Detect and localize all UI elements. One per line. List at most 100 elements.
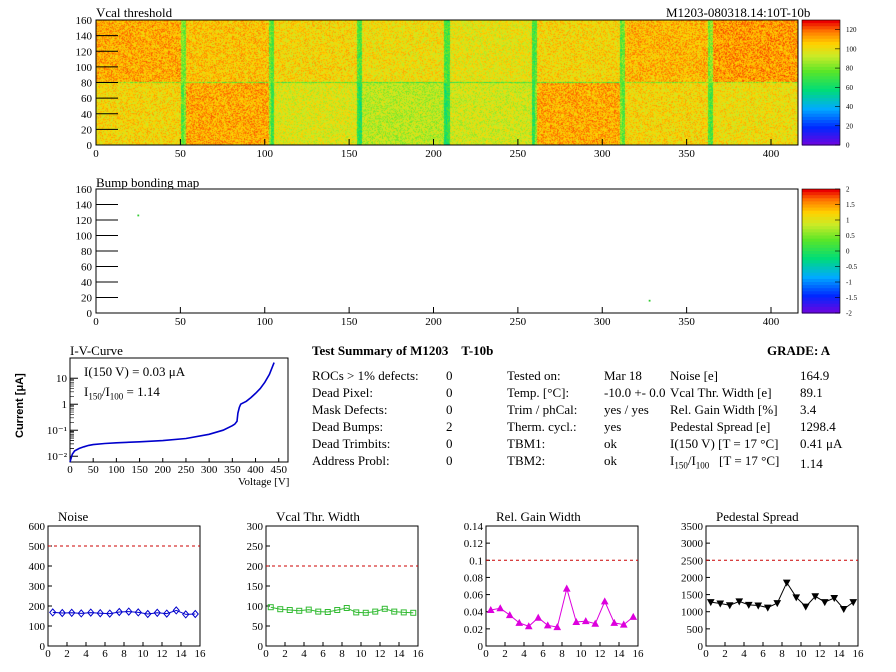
defect-row: Dead Pixel: 0 [312, 385, 453, 400]
hm2-xtick-label: 0 [93, 316, 99, 328]
hm1-palette-cell [802, 120, 840, 124]
iv-ytick-label: 10⁻¹ [47, 425, 67, 437]
roc-plot-2-point [553, 623, 562, 631]
roc-plot-2-point [524, 622, 533, 630]
hm2-ytick-label: 0 [87, 308, 93, 320]
iv-xtick-label: 250 [178, 464, 195, 476]
roc-plot-3-ytick-label: 2500 [681, 555, 704, 567]
roc-plot-0-ytick-label: 400 [29, 561, 46, 573]
hm2-palette-cell [802, 260, 840, 264]
hm2-palette-cell [802, 210, 840, 215]
vcal-threshold-heatmap [96, 20, 798, 145]
roc-plot-0-ytick-label: 300 [29, 581, 46, 593]
iv-xtick-label: 400 [247, 464, 264, 476]
roc-plot-2-point [534, 613, 543, 621]
roc-plot-3-xtick-label: 6 [760, 648, 766, 660]
hm1-ytick-label: 20 [81, 124, 93, 136]
hm1-xtick-label: 50 [175, 148, 187, 160]
roc-plot-3-point [706, 599, 715, 607]
hm2-palette-label: -1.5 [846, 294, 858, 302]
hm1-palette-cell [802, 113, 840, 118]
roc-plot-0-point [163, 609, 171, 618]
roc-plot-0-point [68, 608, 76, 618]
hm2-palette-cell [802, 272, 840, 277]
bump-bonding-title: Bump bonding map [96, 175, 200, 190]
roc-plot-1-point [334, 607, 341, 613]
roc-plot-0-ytick-label: 600 [29, 521, 46, 533]
roc-plot-3-point [744, 601, 753, 609]
iv-ytick-label: 10⁻² [47, 451, 68, 463]
hm1-xtick-label: 100 [257, 148, 274, 160]
hm2-ytick-label: 100 [76, 231, 93, 243]
condition-row: TBM2: ok [507, 453, 617, 468]
roc-plot-0-point [96, 608, 104, 618]
hm2-palette-cell [802, 300, 840, 305]
hm2-palette-cell [802, 294, 840, 299]
hm2-palette-cell [802, 201, 840, 206]
hm2-ytick-label: 140 [76, 200, 93, 212]
hm2-ytick-label: 60 [81, 262, 93, 274]
hm2-palette-label: -2 [846, 310, 852, 318]
hm1-ytick-label: 100 [76, 62, 93, 74]
roc-plot-0-point [191, 609, 199, 619]
hm1-palette-cell [802, 26, 840, 30]
roc-plot-2-xtick-label: 6 [540, 648, 546, 660]
hm1-palette-label: 80 [846, 65, 854, 73]
hm2-xtick-label: 300 [594, 316, 611, 328]
roc-plot-3-ytick-label: 1000 [681, 607, 704, 619]
hm2-xtick-label: 150 [341, 316, 358, 328]
roc-plot-1-xtick-label: 16 [413, 648, 425, 660]
hm1-palette-cell [802, 79, 840, 84]
hm1-xtick-label: 400 [763, 148, 780, 160]
hm2-palette-cell [802, 285, 840, 289]
summary-title: Test Summary of M1203 T-10b [312, 343, 494, 358]
hm2-palette-cell [802, 282, 840, 286]
hm2-palette-cell [802, 247, 840, 252]
condition-row: Trim / phCal: yes / yes [507, 402, 649, 417]
hm1-palette-cell [802, 51, 840, 55]
hm1-palette-cell [802, 104, 840, 109]
roc-plot-1-ytick-label: 250 [247, 541, 264, 553]
roc-plot-0-ytick-label: 500 [29, 541, 46, 553]
hm1-palette-cell [802, 54, 840, 59]
hm2-palette-cell [802, 198, 840, 202]
roc-plot-3-ytick-label: 3000 [681, 538, 704, 550]
defects-table: ROCs > 1% defects: 0 Dead Pixel: 0 Mask De… [312, 367, 453, 469]
hm1-palette-cell [802, 70, 840, 74]
hm2-palette-cell [802, 266, 840, 271]
roc-plot-2-point [486, 605, 495, 613]
hm2-palette-cell [802, 306, 840, 311]
roc-plot-3-point [849, 599, 858, 607]
condition-row: Tested on: Mar 18 [507, 368, 642, 383]
roc-plot-2-point [600, 597, 609, 605]
hm2-xtick-label: 200 [425, 316, 442, 328]
roc-plot-1-point [381, 605, 388, 612]
roc-plot-0-ytick-label: 100 [29, 621, 46, 633]
hm1-palette-cell [802, 57, 840, 62]
hm2-palette-cell [802, 251, 840, 255]
hm1-palette-cell [802, 32, 840, 37]
roc-plot-1-xtick-label: 4 [301, 648, 307, 660]
iv-curve-plot: 0 50 100 150 200 250 300 350 400 450 10 1 10⁻¹ 10⁻² [47, 357, 289, 476]
hm1-xtick-label: 300 [594, 148, 611, 160]
roc-plot-1-ytick-label: 0 [258, 641, 264, 653]
roc-plot-0-point [106, 609, 114, 618]
hm1-palette-cell [802, 141, 840, 146]
roc-plot-2-ytick-label: 0.12 [464, 538, 483, 550]
roc-plot-3-ytick-label: 500 [687, 624, 704, 636]
hm2-palette-cell [802, 309, 840, 314]
roc-plot-3-xtick-label: 14 [834, 648, 846, 660]
hm1-ytick-label: 120 [76, 46, 93, 58]
hm2-xtick-label: 100 [257, 316, 274, 328]
roc-plot-1-point [286, 607, 293, 613]
iv-xtick-label: 150 [131, 464, 148, 476]
roc-plot-0-point [49, 608, 57, 617]
hm2-plot-frame [95, 188, 799, 314]
roc-plot-1-ytick-label: 100 [247, 601, 264, 613]
iv-annotation-ratio: I150/I100 = 1.14 [84, 384, 160, 402]
roc-plot-3-xtick-label: 2 [722, 648, 728, 660]
result-row: Noise [e] 164.9 [670, 368, 830, 383]
hm1-xtick-label: 350 [678, 148, 695, 160]
roc-plot-3-xtick-label: 0 [703, 648, 709, 660]
